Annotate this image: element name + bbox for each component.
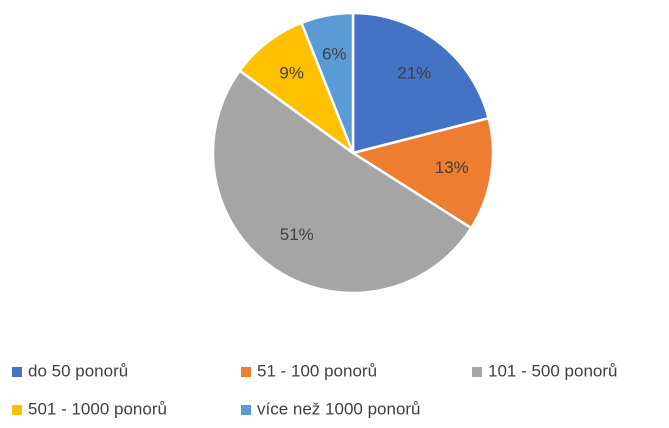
pie-slice	[211, 68, 473, 295]
legend-swatch	[241, 405, 251, 415]
legend-swatch	[472, 367, 482, 377]
data-label: 9%	[279, 63, 304, 82]
pie-slice	[237, 21, 356, 157]
legend-label: 51 - 100 ponorů	[257, 361, 377, 380]
legend-label: 101 - 500 ponorů	[488, 361, 618, 380]
legend-swatch	[12, 405, 22, 415]
pie-slice	[349, 116, 495, 230]
data-label: 51%	[280, 225, 314, 244]
legend-label: více než 1000 ponorů	[257, 399, 421, 418]
data-label: 6%	[322, 44, 347, 63]
data-label: 21%	[397, 63, 431, 82]
pie-slice	[299, 11, 355, 154]
data-label: 13%	[435, 158, 469, 177]
legend-label: 501 - 1000 ponorů	[28, 399, 167, 418]
legend-label: do 50 ponorů	[28, 361, 128, 380]
legend-swatch	[241, 367, 251, 377]
legend-swatch	[12, 367, 22, 377]
pie-slice	[351, 11, 491, 155]
